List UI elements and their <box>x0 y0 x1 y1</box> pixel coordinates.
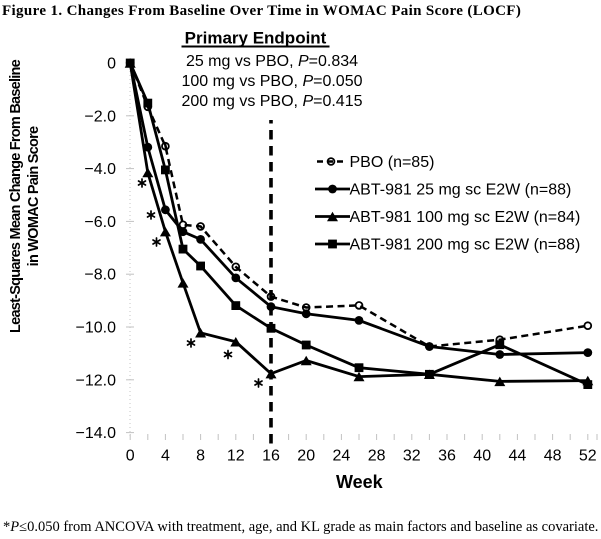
svg-text:Primary Endpoint: Primary Endpoint <box>185 29 327 48</box>
svg-text:200 mg vs PBO, P=0.415: 200 mg vs PBO, P=0.415 <box>182 93 363 110</box>
svg-text:0: 0 <box>126 448 135 465</box>
svg-text:PBO (n=85): PBO (n=85) <box>350 154 435 171</box>
svg-text:40: 40 <box>473 448 491 465</box>
svg-text:48: 48 <box>544 448 562 465</box>
svg-text:32: 32 <box>403 448 421 465</box>
svg-text:20: 20 <box>297 448 315 465</box>
svg-text:Figure 1. Changes From Baselin: Figure 1. Changes From Baseline Over Tim… <box>2 3 521 19</box>
svg-text:36: 36 <box>438 448 456 465</box>
svg-text:8: 8 <box>196 448 205 465</box>
svg-text:44: 44 <box>509 448 527 465</box>
svg-text:52: 52 <box>579 448 597 465</box>
svg-text:Least-Squares Mean Change From: Least-Squares Mean Change From Baseline <box>8 59 24 333</box>
svg-text:ABT-981 25 mg sc E2W (n=88): ABT-981 25 mg sc E2W (n=88) <box>350 182 572 199</box>
svg-text:ABT-981 100 mg sc E2W (n=84): ABT-981 100 mg sc E2W (n=84) <box>350 209 581 226</box>
svg-text:12: 12 <box>227 448 245 465</box>
svg-text:−2.0: −2.0 <box>84 108 116 125</box>
svg-text:−12.0: −12.0 <box>76 372 117 389</box>
svg-text:16: 16 <box>262 448 280 465</box>
svg-text:4: 4 <box>161 448 170 465</box>
svg-text:24: 24 <box>333 448 351 465</box>
svg-text:−14.0: −14.0 <box>76 425 117 442</box>
svg-text:*P≤0.050 from ANCOVA with trea: *P≤0.050 from ANCOVA with treatment, age… <box>3 519 598 535</box>
svg-text:−4.0: −4.0 <box>84 161 116 178</box>
svg-text:ABT-981 200 mg sc E2W (n=88): ABT-981 200 mg sc E2W (n=88) <box>350 237 581 254</box>
svg-text:−6.0: −6.0 <box>84 214 116 231</box>
svg-text:100 mg vs PBO, P=0.050: 100 mg vs PBO, P=0.050 <box>182 73 363 90</box>
svg-text:28: 28 <box>368 448 386 465</box>
svg-text:0: 0 <box>107 56 116 73</box>
svg-text:in WOMAC Pain Score: in WOMAC Pain Score <box>26 126 42 266</box>
svg-text:Week: Week <box>336 472 384 492</box>
svg-text:−10.0: −10.0 <box>76 320 117 337</box>
svg-text:25 mg vs PBO, P=0.834: 25 mg vs PBO, P=0.834 <box>186 53 358 70</box>
svg-text:−8.0: −8.0 <box>84 267 116 284</box>
